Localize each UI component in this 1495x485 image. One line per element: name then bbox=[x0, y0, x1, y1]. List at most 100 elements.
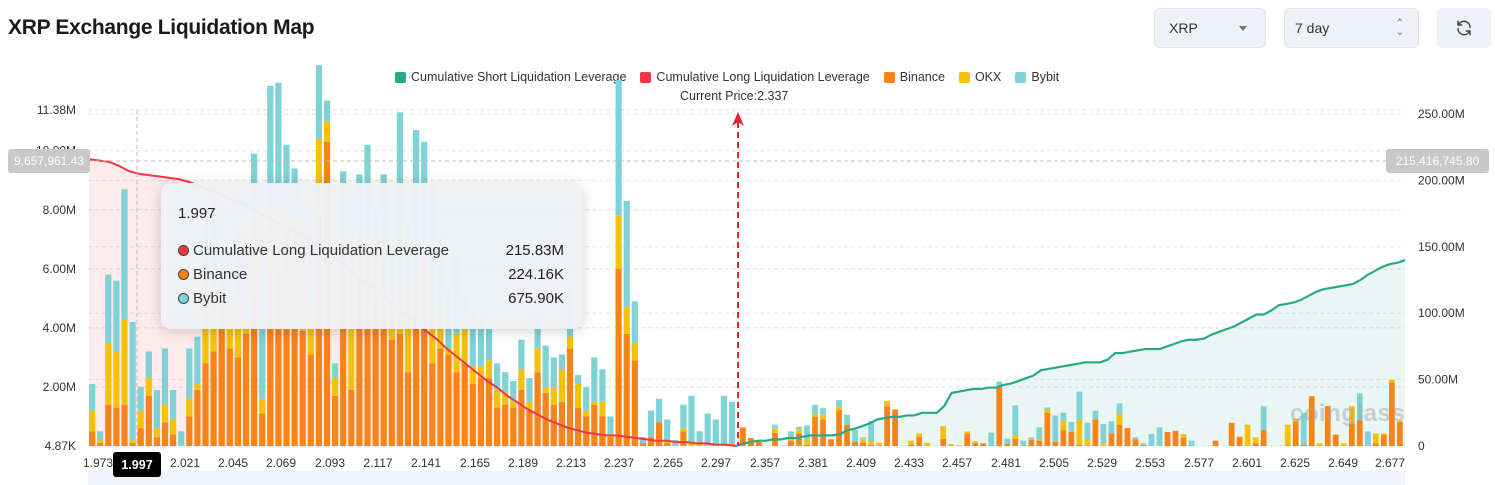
short-cumulative-area bbox=[736, 260, 1405, 446]
bar-binance bbox=[380, 257, 387, 446]
bar-binance bbox=[259, 413, 266, 446]
bar-binance bbox=[664, 443, 671, 446]
bar-bybit bbox=[591, 357, 598, 402]
coin-select-value: XRP bbox=[1169, 20, 1198, 36]
bar-bybit bbox=[599, 369, 606, 402]
bar-bybit bbox=[631, 301, 638, 343]
legend-swatch bbox=[395, 71, 406, 83]
bar-bybit bbox=[510, 381, 517, 402]
bar-binance bbox=[145, 395, 152, 446]
bar-okx bbox=[485, 360, 493, 379]
bar-binance bbox=[1036, 440, 1043, 446]
right-axis-tick: 150.00M bbox=[1418, 240, 1465, 254]
bar-binance bbox=[267, 268, 274, 446]
bar-binance bbox=[860, 442, 866, 446]
bar-bybit bbox=[534, 316, 541, 349]
bar-okx bbox=[307, 310, 314, 355]
bar-okx bbox=[550, 386, 557, 405]
bar-binance bbox=[307, 354, 314, 446]
bar-bybit bbox=[1012, 405, 1019, 436]
bar-okx bbox=[956, 445, 963, 446]
legend-item-bybit[interactable]: Bybit bbox=[1015, 70, 1059, 84]
bar-okx bbox=[129, 440, 136, 444]
bar-bybit bbox=[788, 431, 794, 440]
tooltip-row: Bybit 675.90K bbox=[178, 286, 564, 310]
bar-okx bbox=[940, 426, 947, 439]
legend-label: Cumulative Short Liquidation Leverage bbox=[411, 70, 627, 84]
current-price-arrow-icon bbox=[732, 112, 744, 126]
bar-bybit bbox=[542, 345, 549, 387]
bar-okx bbox=[558, 369, 565, 402]
x-axis-tick: 2.381 bbox=[798, 456, 828, 470]
legend-item-short[interactable]: Cumulative Short Liquidation Leverage bbox=[395, 70, 626, 84]
bar-binance bbox=[445, 354, 452, 446]
legend-item-long[interactable]: Cumulative Long Liquidation Leverage bbox=[640, 70, 870, 84]
bar-binance bbox=[980, 443, 987, 446]
bar-binance bbox=[186, 416, 193, 446]
bar-binance bbox=[1092, 419, 1099, 446]
x-axis-tick: 2.457 bbox=[942, 456, 972, 470]
bar-binance bbox=[315, 215, 322, 446]
bar-bybit bbox=[575, 375, 582, 384]
bar-binance bbox=[534, 372, 541, 446]
left-axis-tick: 4.87K bbox=[45, 439, 76, 453]
coin-select[interactable]: XRP bbox=[1154, 8, 1266, 48]
bar-bybit bbox=[639, 437, 646, 444]
tooltip-label: Binance bbox=[193, 265, 248, 283]
x-axis-tick: 2.189 bbox=[508, 456, 538, 470]
crosshair-x-label: 1.997 bbox=[113, 452, 161, 477]
bar-okx bbox=[1084, 440, 1091, 446]
bar-bybit bbox=[1060, 412, 1067, 421]
bar-binance bbox=[575, 407, 582, 446]
bar-bybit bbox=[550, 357, 557, 387]
bar-binance bbox=[494, 407, 501, 446]
legend-label: OKX bbox=[974, 70, 1002, 84]
x-axis-tick: 2.357 bbox=[750, 456, 780, 470]
bar-bybit bbox=[194, 336, 201, 384]
bar-binance bbox=[1116, 424, 1123, 446]
bar-binance bbox=[291, 274, 298, 446]
bar-binance bbox=[1180, 438, 1187, 446]
bar-binance bbox=[680, 431, 687, 446]
bar-binance bbox=[194, 389, 201, 446]
bar-binance bbox=[844, 424, 850, 446]
bar-okx bbox=[804, 439, 810, 445]
bar-binance bbox=[566, 348, 574, 446]
bar-binance bbox=[234, 357, 241, 446]
bar-okx bbox=[137, 410, 144, 429]
bar-binance bbox=[105, 404, 112, 446]
bar-bybit bbox=[1148, 434, 1155, 446]
bar-binance bbox=[1380, 434, 1387, 446]
caret-down-icon bbox=[1239, 26, 1247, 31]
bar-bybit bbox=[812, 404, 818, 415]
bar-okx bbox=[1396, 420, 1403, 423]
x-axis-tick: 2.297 bbox=[701, 456, 731, 470]
bar-binance bbox=[332, 395, 339, 446]
bar-binance bbox=[202, 363, 209, 446]
bar-binance bbox=[477, 378, 484, 446]
bar-binance bbox=[413, 295, 420, 446]
bar-okx bbox=[1068, 430, 1075, 433]
legend-item-okx[interactable]: OKX bbox=[958, 70, 1002, 84]
bar-binance bbox=[1172, 430, 1179, 446]
zoom-scrollbar[interactable] bbox=[88, 471, 1405, 485]
tooltip-row: Binance 224.16K bbox=[178, 262, 564, 286]
x-axis-tick: 2.601 bbox=[1232, 456, 1262, 470]
updown-icon: ⌃ ⌄ bbox=[1395, 18, 1404, 38]
bar-bybit bbox=[656, 398, 663, 423]
legend-item-binance[interactable]: Binance bbox=[883, 70, 945, 84]
right-axis-tick: 250.00M bbox=[1418, 107, 1465, 121]
bar-bybit bbox=[1036, 427, 1043, 440]
bar-bybit bbox=[664, 419, 671, 441]
bar-bybit bbox=[332, 363, 339, 379]
right-axis-tick: 200.00M bbox=[1418, 173, 1465, 187]
left-axis-tick: 6.00M bbox=[43, 262, 76, 276]
x-axis-tick: 2.141 bbox=[411, 456, 441, 470]
crosshair-left-value: 9,657,961.43 bbox=[8, 149, 90, 173]
refresh-button[interactable] bbox=[1437, 8, 1491, 48]
bar-binance bbox=[996, 386, 1003, 446]
bar-binance bbox=[1332, 434, 1339, 446]
range-select[interactable]: 7 day ⌃ ⌄ bbox=[1284, 8, 1419, 48]
bar-binance bbox=[1252, 443, 1259, 446]
bar-binance bbox=[591, 404, 598, 446]
